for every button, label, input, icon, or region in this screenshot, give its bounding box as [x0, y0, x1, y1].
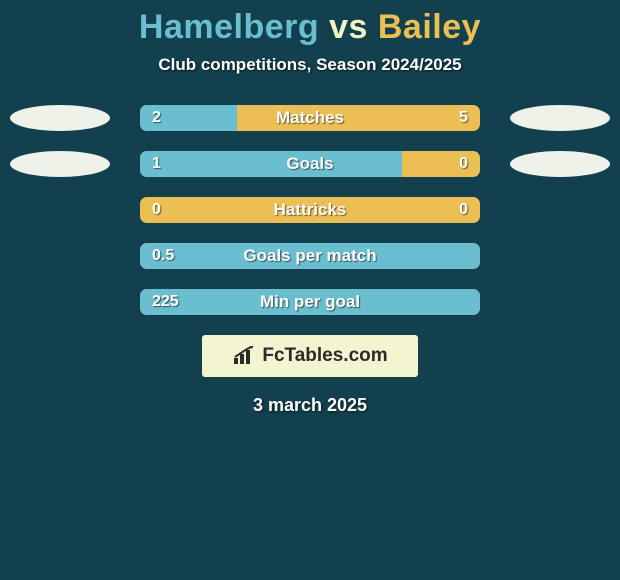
stat-bar: Goals per match0.5 [140, 243, 480, 269]
team-badge-left [10, 151, 110, 177]
bar-segment-left [140, 289, 480, 315]
title-right: Bailey [378, 8, 481, 46]
stat-bar: Matches25 [140, 105, 480, 131]
stat-bar: Goals10 [140, 151, 480, 177]
team-badge-right [510, 151, 610, 177]
comparison-rows: Matches25 Goals10 Hattricks00 Goals per mat… [0, 105, 620, 315]
brand-badge: FcTables.com [202, 335, 418, 377]
stat-bar: Min per goal225 [140, 289, 480, 315]
stat-bar: Hattricks00 [140, 197, 480, 223]
comparison-row: Goals10 [0, 151, 620, 177]
team-badge-right [510, 105, 610, 131]
title-vs: vs [319, 8, 378, 46]
team-badge-left [10, 105, 110, 131]
canvas: Hamelberg vs Bailey Club competitions, S… [0, 0, 620, 580]
comparison-row: Min per goal225 [0, 289, 620, 315]
page-title: Hamelberg vs Bailey [0, 0, 620, 47]
bar-segment-left [140, 105, 237, 131]
comparison-row: Goals per match0.5 [0, 243, 620, 269]
comparison-row: Hattricks00 [0, 197, 620, 223]
bar-chart-icon [232, 346, 256, 366]
bar-segment-right [140, 197, 480, 223]
title-left: Hamelberg [139, 8, 319, 46]
brand-text: FcTables.com [262, 345, 387, 367]
bar-segment-left [140, 151, 402, 177]
date-label: 3 march 2025 [0, 395, 620, 416]
comparison-row: Matches25 [0, 105, 620, 131]
subtitle: Club competitions, Season 2024/2025 [0, 55, 620, 75]
bar-segment-left [140, 243, 480, 269]
